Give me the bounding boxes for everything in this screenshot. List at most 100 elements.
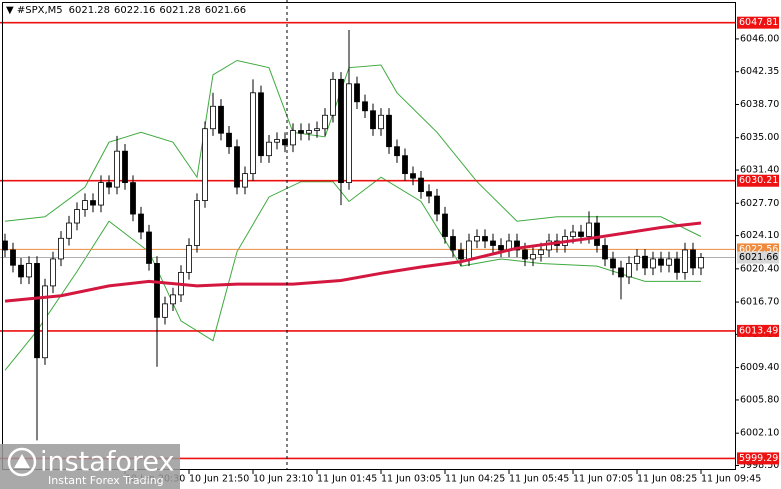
open-value: 6021.28 [69, 5, 110, 16]
candle-body [26, 263, 32, 278]
candle-body [346, 83, 352, 184]
candle-body [242, 173, 248, 188]
candle-body [194, 200, 200, 246]
candle-body [138, 213, 144, 233]
candle-body [114, 150, 120, 188]
candle-body [226, 132, 232, 148]
candle-body [378, 114, 384, 130]
candle-body [154, 263, 160, 318]
x-tick-label: 11 Jun 05:45 [509, 474, 569, 485]
y-tick-label: 6027.70 [740, 198, 779, 209]
candle-body [258, 92, 264, 157]
candle-body [330, 78, 336, 116]
level-label-box [737, 174, 779, 187]
y-tick-label: 6016.70 [740, 297, 779, 308]
candle-body [362, 101, 368, 112]
price-label-box [737, 251, 779, 264]
candle-body [658, 258, 664, 266]
candle-body [426, 191, 432, 197]
candle-body [490, 240, 496, 246]
candle-body [498, 245, 504, 251]
x-tick-label: 11 Jun 04:25 [445, 474, 505, 485]
candle-body [586, 222, 592, 237]
y-tick-label: 6020.40 [740, 263, 779, 274]
candle-body [266, 141, 272, 157]
y-tick-label: 6035.00 [740, 132, 779, 143]
y-tick-label: 6031.40 [740, 165, 779, 176]
logo-icon [7, 447, 37, 477]
high-value: 6022.16 [114, 5, 155, 16]
candle-body [474, 236, 480, 242]
y-tick-label: 6024.10 [740, 230, 779, 241]
candle-body [618, 267, 624, 278]
candle-body [666, 258, 672, 266]
y-tick-label: 6005.80 [740, 394, 779, 405]
candle-body [594, 222, 600, 246]
candle-body [98, 182, 104, 206]
candle-body [250, 92, 256, 175]
x-tick-label: 11 Jun 08:25 [637, 474, 697, 485]
symbol: #SPX,M5 [17, 5, 63, 16]
candle-body [634, 255, 640, 264]
dropdown-icon: ▼ [6, 5, 17, 16]
candle-body [690, 249, 696, 269]
candle-body [530, 254, 536, 260]
x-tick-label: 11 Jun 07:05 [573, 474, 633, 485]
level-label-box [737, 324, 779, 337]
candle-body [130, 182, 136, 215]
level-label-box [737, 452, 779, 465]
logo-icon-mark [14, 454, 30, 468]
candle-body [626, 263, 632, 278]
candle-body [442, 213, 448, 237]
candle-body [274, 139, 280, 143]
candle-body [698, 257, 704, 269]
level-label: 6022.56 [739, 244, 778, 255]
candle-body [50, 258, 56, 287]
level-label-box [737, 16, 779, 29]
candle-body [282, 139, 288, 146]
x-tick-label: 11 Jun 01:45 [317, 474, 377, 485]
candle-body [42, 285, 48, 359]
logo-name: instaforex [40, 447, 174, 478]
y-tick-label: 5998.50 [740, 460, 779, 471]
close-value: 6021.66 [205, 5, 246, 16]
x-tick-label: 11 Jun 03:05 [381, 474, 441, 485]
candle-body [682, 249, 688, 273]
candle-body [234, 146, 240, 188]
candle-body [650, 258, 656, 269]
candle-body [514, 240, 520, 251]
y-tick-label: 6002.10 [740, 428, 779, 439]
candle-body [466, 240, 472, 260]
candle-body [170, 294, 176, 305]
candle-body [394, 146, 400, 157]
candle-body [538, 249, 544, 255]
candle-body [434, 195, 440, 215]
level-label: 6013.49 [739, 325, 778, 336]
candle-body [162, 303, 168, 318]
candle-body [370, 110, 376, 130]
candle-body [674, 258, 680, 273]
header: ▼ #SPX,M5 6021.28 6022.16 6021.28 6021.66 [6, 5, 246, 16]
candle-body [10, 249, 16, 266]
candle-body [338, 78, 344, 184]
candle-body [186, 245, 192, 273]
candle-body [74, 209, 80, 224]
axis-labels: 6046.00 6042.35 6038.70 6035.00 6031.40 6027.… [124, 16, 779, 485]
candle-body [82, 200, 88, 210]
level-label: 6030.21 [739, 175, 778, 186]
candle-body [90, 200, 96, 206]
level-label: 6047.81 [739, 17, 778, 28]
candle-body [290, 130, 296, 146]
candle-body [482, 236, 488, 242]
candle-body [58, 237, 64, 260]
candle-body [202, 128, 208, 201]
logo: instaforex Instant Forex Trading [0, 444, 180, 489]
bollinger-band [4, 176, 701, 371]
candle-body [2, 240, 8, 251]
candle-body [106, 182, 112, 188]
y-tick-label: 6038.70 [740, 99, 779, 110]
candle-body [354, 83, 360, 103]
candle-body [322, 114, 328, 130]
candle-body [218, 105, 224, 134]
